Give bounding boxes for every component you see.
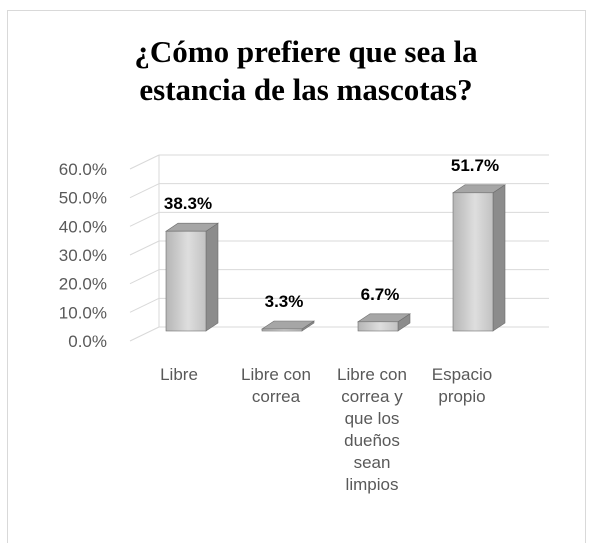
- y-tick-label: 30.0%: [59, 246, 107, 265]
- gridline-diagonal: [129, 183, 160, 199]
- category-label: Libre: [160, 365, 198, 384]
- y-tick-label: 10.0%: [59, 303, 107, 322]
- category-label-line: que los: [345, 409, 400, 428]
- category-label-line: Espacio: [432, 365, 492, 384]
- gridline-diagonal: [129, 326, 160, 342]
- bar: [261, 320, 315, 332]
- y-tick-label: 0.0%: [68, 332, 107, 351]
- bar: [165, 222, 219, 332]
- gridline-diagonal: [129, 154, 160, 170]
- y-tick-label: 20.0%: [59, 275, 107, 294]
- data-label: 6.7%: [361, 285, 400, 304]
- y-tick-label: 60.0%: [59, 160, 107, 179]
- category-label-line: correa y: [341, 387, 403, 406]
- gridline-diagonal: [129, 269, 160, 285]
- bar-front: [261, 328, 303, 332]
- y-tick-label: 50.0%: [59, 189, 107, 208]
- y-axis-ticks: 0.0% 10.0% 20.0% 30.0% 40.0% 50.0% 60.0%: [59, 160, 107, 351]
- category-label-line: dueños: [344, 431, 400, 450]
- bar-front: [357, 321, 399, 332]
- category-label-line: propio: [438, 387, 485, 406]
- value-labels: 38.3% 3.3% 6.7% 51.7%: [164, 156, 499, 311]
- data-label: 51.7%: [451, 156, 499, 175]
- gridline-diagonal: [129, 297, 160, 313]
- category-label-line: correa: [252, 387, 301, 406]
- category-label: Espacio propio: [432, 365, 492, 406]
- bar: [357, 313, 411, 332]
- category-label-line: Libre con: [337, 365, 407, 384]
- y-tick-label: 40.0%: [59, 217, 107, 236]
- gridline-diagonal: [129, 211, 160, 227]
- bar-front: [452, 192, 494, 332]
- chart-title-line-1: ¿Cómo prefiere que sea la: [134, 34, 478, 69]
- category-label-line: limpios: [346, 475, 399, 494]
- category-label-line: Libre con: [241, 365, 311, 384]
- category-label-line: Libre: [160, 365, 198, 384]
- data-label: 3.3%: [265, 292, 304, 311]
- category-label: Libre con correa: [241, 365, 311, 406]
- bar-side: [492, 184, 506, 332]
- bar-front: [165, 230, 207, 332]
- category-label: Libre con correa y que los dueños sean limpio…: [337, 365, 407, 494]
- category-label-line: sean: [354, 453, 391, 472]
- bars: [165, 184, 506, 332]
- bar: [452, 184, 506, 332]
- gridline-diagonal: [129, 240, 160, 256]
- category-labels: Libre Libre con correa Libre con correa y que…: [160, 365, 492, 494]
- chart-title-line-2: estancia de las mascotas?: [139, 72, 472, 107]
- data-label: 38.3%: [164, 194, 212, 213]
- bar-side: [205, 222, 219, 332]
